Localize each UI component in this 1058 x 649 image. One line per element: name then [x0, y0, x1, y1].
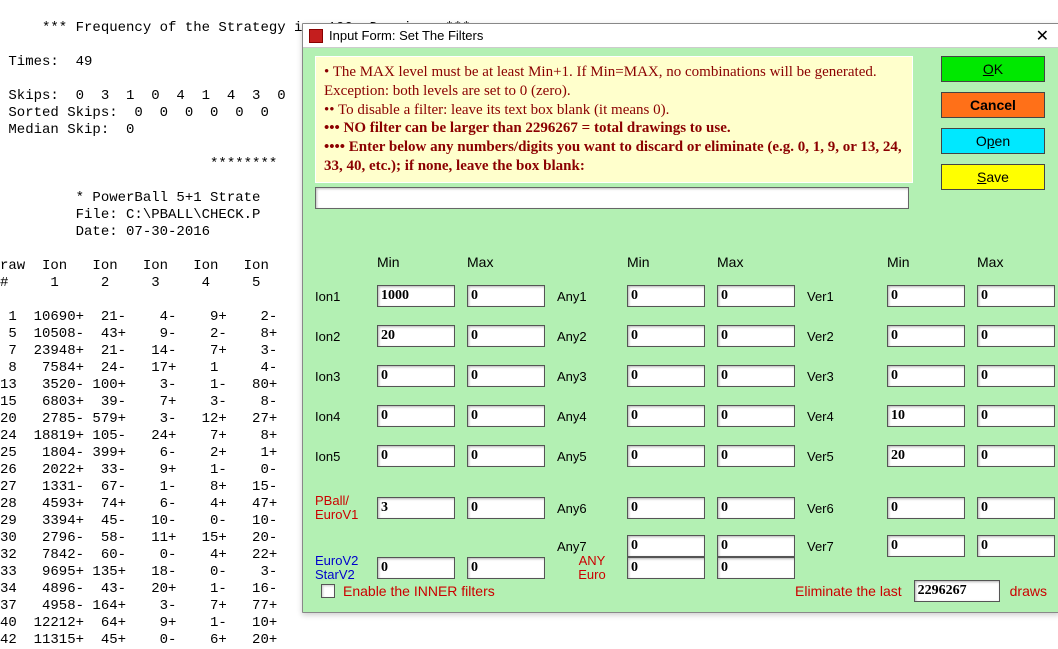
any6-label: Any6 — [557, 501, 627, 516]
ion-label: Ion3 — [315, 369, 377, 384]
any2-min-input[interactable] — [627, 325, 705, 347]
any-label: Any2 — [557, 329, 627, 344]
ver4-max-input[interactable] — [977, 405, 1055, 427]
save-button[interactable]: Save — [941, 164, 1045, 190]
eurov2-max-input[interactable] — [467, 557, 545, 579]
ver5-max-input[interactable] — [977, 445, 1055, 467]
ion2-max-input[interactable] — [467, 325, 545, 347]
ver2-max-input[interactable] — [977, 325, 1055, 347]
max-header-2: Max — [717, 254, 807, 270]
ver5-min-input[interactable] — [887, 445, 965, 467]
open-button[interactable]: Open — [941, 128, 1045, 154]
max-header-3: Max — [977, 254, 1058, 270]
instructions-panel: • The MAX level must be at least Min+1. … — [315, 56, 913, 183]
eliminate-input[interactable] — [914, 580, 1000, 602]
ion4-max-input[interactable] — [467, 405, 545, 427]
ver-label: Ver1 — [807, 289, 887, 304]
min-header-2: Min — [627, 254, 717, 270]
inner-filters-checkbox[interactable] — [321, 584, 335, 598]
ver1-max-input[interactable] — [977, 285, 1055, 307]
ver2-min-input[interactable] — [887, 325, 965, 347]
cancel-button[interactable]: Cancel — [941, 92, 1045, 118]
any1-max-input[interactable] — [717, 285, 795, 307]
ion1-max-input[interactable] — [467, 285, 545, 307]
any-label: Any5 — [557, 449, 627, 464]
ion5-max-input[interactable] — [467, 445, 545, 467]
dialog-title: Input Form: Set The Filters — [329, 28, 1032, 43]
ver-label: Ver2 — [807, 329, 887, 344]
eliminate-label: Eliminate the last — [795, 583, 902, 599]
anyeuro-min-input[interactable] — [627, 557, 705, 579]
ion-label: Ion4 — [315, 409, 377, 424]
ver6-max-input[interactable] — [977, 497, 1055, 519]
any3-max-input[interactable] — [717, 365, 795, 387]
ver6-label: Ver6 — [807, 501, 887, 516]
any5-max-input[interactable] — [717, 445, 795, 467]
max-header: Max — [467, 254, 557, 270]
any1-min-input[interactable] — [627, 285, 705, 307]
ver-label: Ver4 — [807, 409, 887, 424]
ok-button[interactable]: OK — [941, 56, 1045, 82]
any5-min-input[interactable] — [627, 445, 705, 467]
any4-max-input[interactable] — [717, 405, 795, 427]
any6-max-input[interactable] — [717, 497, 795, 519]
any3-min-input[interactable] — [627, 365, 705, 387]
inner-filters-label: Enable the INNER filters — [343, 583, 495, 599]
filter-row: Ion4 Any4 Ver4 — [315, 396, 1058, 436]
any6-min-input[interactable] — [627, 497, 705, 519]
anyeuro-label: ANY Euro — [557, 554, 627, 581]
ion5-min-input[interactable] — [377, 445, 455, 467]
ion-label: Ion2 — [315, 329, 377, 344]
instruction-line-1: • The MAX level must be at least Min+1. … — [324, 63, 904, 101]
ver6-min-input[interactable] — [887, 497, 965, 519]
filter-row: Ion3 Any3 Ver3 — [315, 356, 1058, 396]
titlebar: Input Form: Set The Filters ✕ — [303, 24, 1058, 48]
app-icon — [309, 29, 323, 43]
filter-row: Ion5 Any5 Ver5 — [315, 436, 1058, 476]
ver4-min-input[interactable] — [887, 405, 965, 427]
filter-grid: Min Max Min Max Min Max Ion1 Any1 Ver1 Ion2… — [315, 248, 1058, 476]
any-label: Any1 — [557, 289, 627, 304]
min-header-3: Min — [887, 254, 977, 270]
min-header: Min — [377, 254, 467, 270]
ver1-min-input[interactable] — [887, 285, 965, 307]
ion3-max-input[interactable] — [467, 365, 545, 387]
ver-label: Ver5 — [807, 449, 887, 464]
ion-label: Ion1 — [315, 289, 377, 304]
ion2-min-input[interactable] — [377, 325, 455, 347]
filters-dialog: Input Form: Set The Filters ✕ • The MAX … — [302, 23, 1058, 613]
pball-max-input[interactable] — [467, 497, 545, 519]
instruction-line-3: ••• NO filter can be larger than 2296267… — [324, 119, 904, 138]
discard-input[interactable] — [315, 187, 909, 209]
filter-row: Ion2 Any2 Ver2 — [315, 316, 1058, 356]
filter-header-row: Min Max Min Max Min Max — [315, 248, 1058, 276]
filter-row: Ion1 Any1 Ver1 — [315, 276, 1058, 316]
any2-max-input[interactable] — [717, 325, 795, 347]
draws-label: draws — [1010, 583, 1047, 599]
instruction-line-2: •• To disable a filter: leave its text b… — [324, 101, 904, 120]
pball-min-input[interactable] — [377, 497, 455, 519]
pball-label: PBall/ EuroV1 — [315, 494, 377, 521]
any4-min-input[interactable] — [627, 405, 705, 427]
ion1-min-input[interactable] — [377, 285, 455, 307]
ver-label: Ver3 — [807, 369, 887, 384]
ion3-min-input[interactable] — [377, 365, 455, 387]
ion-label: Ion5 — [315, 449, 377, 464]
ion4-min-input[interactable] — [377, 405, 455, 427]
any-label: Any3 — [557, 369, 627, 384]
eurov2-label: EuroV2 StarV2 — [315, 554, 377, 581]
close-icon[interactable]: ✕ — [1032, 26, 1053, 46]
anyeuro-max-input[interactable] — [717, 557, 795, 579]
ver3-min-input[interactable] — [887, 365, 965, 387]
any-label: Any4 — [557, 409, 627, 424]
bottom-row: Enable the INNER filters Eliminate the l… — [315, 580, 1047, 602]
eurov2-min-input[interactable] — [377, 557, 455, 579]
instruction-line-4: •••• Enter below any numbers/digits you … — [324, 138, 904, 176]
ver3-max-input[interactable] — [977, 365, 1055, 387]
